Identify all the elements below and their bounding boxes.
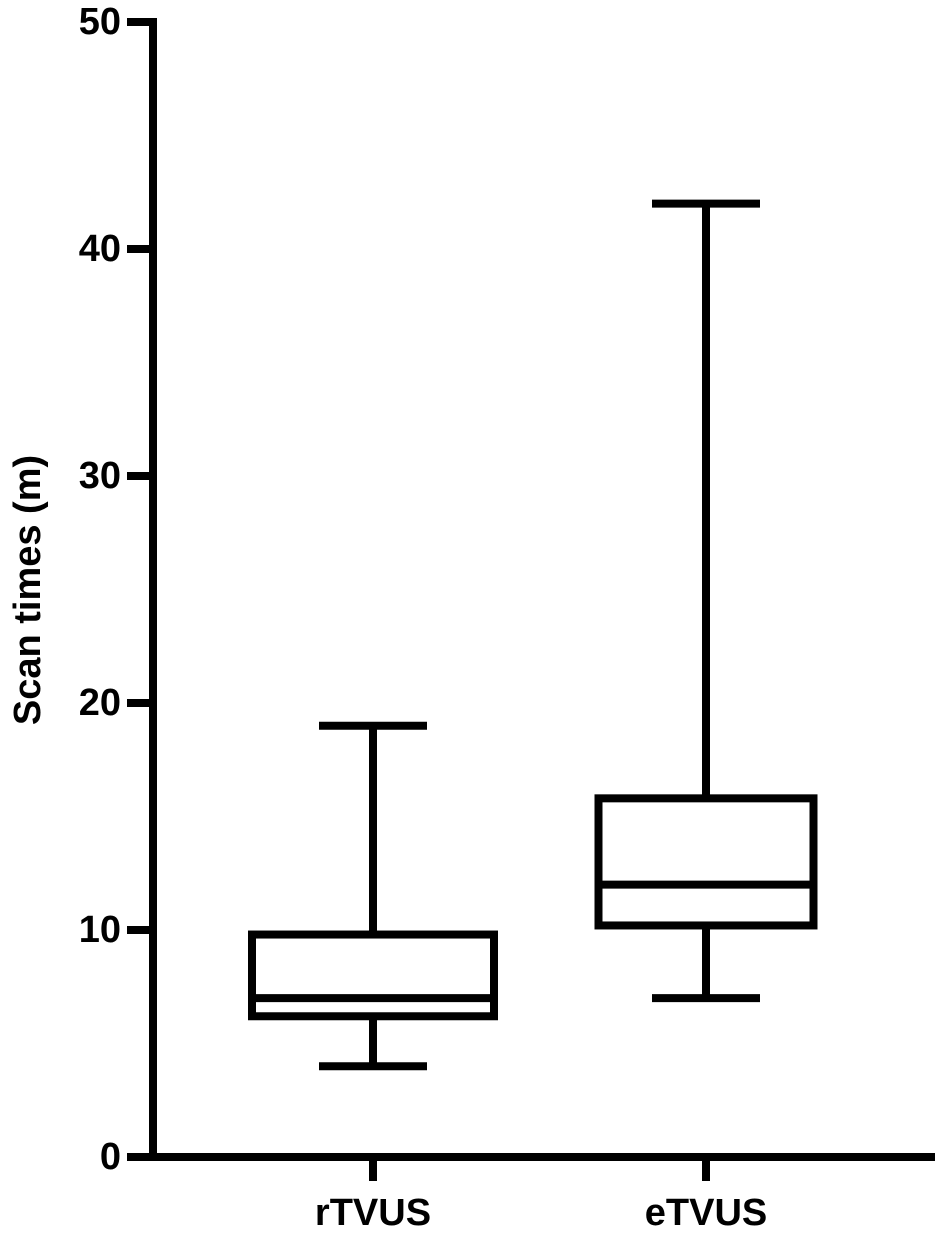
x-tick-label: rTVUS [315,1192,431,1234]
y-tick-label: 20 [79,682,121,724]
x-tick-label: eTVUS [645,1192,767,1234]
box [248,930,498,1021]
y-tick-label: 40 [79,228,121,270]
y-tick-label: 0 [100,1136,121,1178]
y-tick-label: 50 [79,1,121,43]
y-tick-label: 30 [79,455,121,497]
box [594,794,818,930]
y-tick-label: 10 [79,909,121,951]
y-axis-label: Scan times (m) [7,455,49,725]
